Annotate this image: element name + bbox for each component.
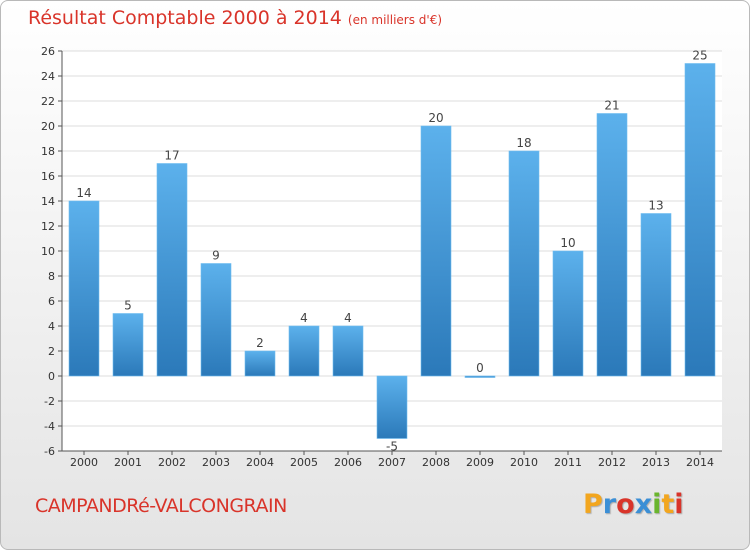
chart-title-text: Résultat Comptable 2000 à 2014 [28,7,342,29]
y-tick-label: 8 [48,270,55,283]
y-tick-label: 22 [41,95,55,108]
logo-letter: r [602,489,617,520]
bar [640,213,672,377]
bar [376,375,408,439]
y-tick-label: -6 [44,445,55,458]
data-label: 4 [300,311,308,325]
bar [332,325,364,377]
y-tick-label: 24 [41,70,55,83]
data-label: 5 [124,299,132,313]
data-label: 10 [560,236,575,250]
y-tick-label: 18 [41,145,55,158]
bar [508,150,540,377]
y-tick-label: 16 [41,170,55,183]
bar [596,113,628,377]
x-tick-label: 2013 [642,456,670,469]
commune-name: CAMPANDRé-VALCONGRAIN [35,495,287,517]
data-label: 13 [648,199,663,213]
data-label: 20 [428,111,443,125]
x-tick-label: 2007 [378,456,406,469]
y-tick-label: 4 [48,320,55,333]
x-tick-label: 2008 [422,456,450,469]
x-tick-label: 2012 [598,456,626,469]
proxiti-logo: Proxiti [583,489,684,520]
bar [464,375,496,378]
x-tick-label: 2004 [246,456,274,469]
logo-letter: x [634,489,653,520]
bar [68,200,100,377]
y-tick-label: 20 [41,120,55,133]
data-label: 0 [476,361,484,375]
y-tick-label: 2 [48,345,55,358]
x-tick-label: 2005 [290,456,318,469]
y-tick-label: 14 [41,195,55,208]
bar [200,263,232,377]
y-tick-label: 0 [48,370,55,383]
y-tick-label: 26 [41,45,55,58]
y-tick-label: 12 [41,220,55,233]
logo-letter: P [583,489,603,520]
bar [156,163,188,377]
data-label: 4 [344,311,352,325]
x-tick-label: 2014 [686,456,714,469]
chart-subtitle: (en milliers d'€) [347,13,443,27]
bar [420,125,452,377]
data-label: 18 [516,136,531,150]
logo-letter: i [674,489,684,520]
y-tick-label: -4 [44,420,55,433]
chart-title: Résultat Comptable 2000 à 2014 (en millie… [28,7,442,29]
x-tick-label: 2009 [466,456,494,469]
data-label: 9 [212,249,220,263]
x-tick-label: 2000 [70,456,98,469]
bar [552,250,584,377]
x-tick-label: 2011 [554,456,582,469]
logo-letter: t [661,489,675,520]
y-tick-label: 10 [41,245,55,258]
logo-letter: o [616,489,635,520]
bar [244,350,276,377]
data-label: 17 [164,149,179,163]
x-tick-label: 2010 [510,456,538,469]
x-tick-label: 2001 [114,456,142,469]
data-label: 21 [604,99,619,113]
bar [288,325,320,377]
x-tick-label: 2003 [202,456,230,469]
bar [112,313,144,377]
y-tick-label: 6 [48,295,55,308]
data-label: 2 [256,336,264,350]
data-label: 14 [76,186,91,200]
y-tick-label: -2 [44,395,55,408]
bar [684,63,716,377]
logo-letter: i [652,489,662,520]
x-tick-label: 2006 [334,456,362,469]
data-label: 25 [692,49,707,63]
data-label: -5 [386,440,398,454]
x-tick-label: 2002 [158,456,186,469]
